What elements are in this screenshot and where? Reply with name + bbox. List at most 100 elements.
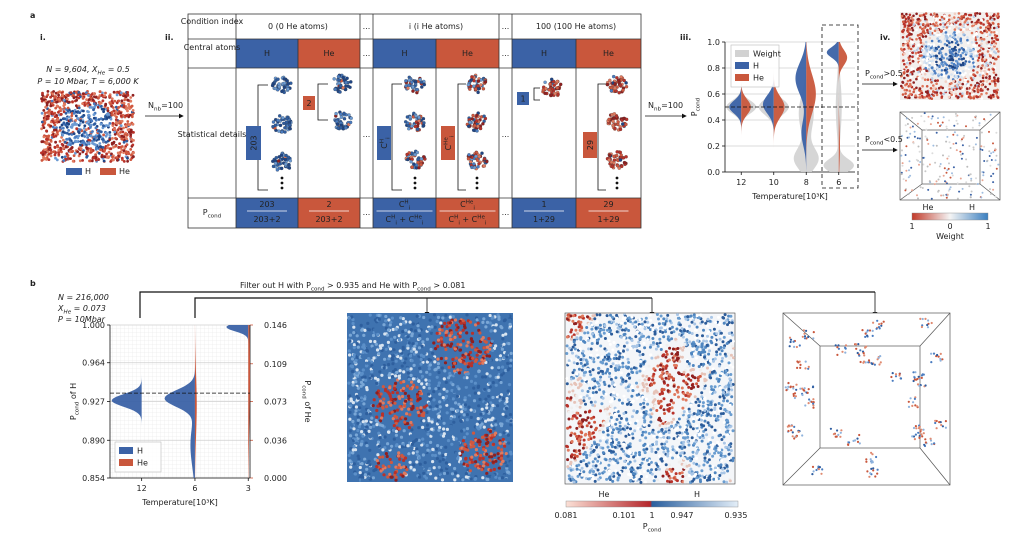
particle bbox=[465, 432, 469, 436]
particle bbox=[363, 328, 367, 332]
legend-label: He bbox=[137, 459, 148, 468]
particle bbox=[575, 454, 579, 458]
particle bbox=[508, 413, 513, 417]
particle bbox=[651, 400, 655, 404]
particle bbox=[384, 342, 388, 346]
particle bbox=[481, 476, 485, 480]
particle bbox=[428, 467, 432, 471]
text-part: =100 bbox=[661, 101, 683, 110]
particle bbox=[376, 333, 380, 337]
particle bbox=[478, 442, 482, 447]
particle bbox=[433, 360, 437, 364]
particle bbox=[359, 380, 364, 384]
particle bbox=[647, 326, 650, 329]
particle bbox=[405, 412, 409, 416]
particle bbox=[97, 151, 101, 155]
particle bbox=[668, 476, 672, 480]
particle bbox=[469, 445, 473, 449]
particle bbox=[694, 440, 698, 444]
text-part: P = 10Mbar bbox=[58, 315, 106, 324]
particle bbox=[468, 469, 472, 473]
ellipsis-dot bbox=[280, 181, 284, 185]
particle bbox=[431, 460, 435, 464]
particle bbox=[397, 463, 401, 467]
particle bbox=[653, 390, 657, 394]
particle bbox=[605, 477, 609, 481]
particle bbox=[418, 462, 422, 466]
particle bbox=[473, 391, 477, 395]
particle bbox=[380, 416, 384, 420]
particle bbox=[366, 327, 370, 331]
particle bbox=[709, 385, 713, 389]
particle bbox=[443, 321, 447, 325]
particle bbox=[93, 135, 97, 139]
particle bbox=[393, 471, 397, 475]
particle bbox=[412, 363, 416, 367]
cluster-atom bbox=[482, 114, 486, 118]
particle bbox=[452, 415, 456, 419]
particle bbox=[576, 474, 580, 478]
particle bbox=[120, 99, 124, 103]
particle bbox=[444, 445, 448, 449]
count-box bbox=[377, 126, 391, 160]
particle bbox=[675, 327, 679, 331]
particle bbox=[607, 384, 611, 388]
particle bbox=[352, 427, 356, 431]
particle bbox=[450, 331, 454, 335]
particle bbox=[645, 475, 649, 478]
particle bbox=[463, 442, 467, 446]
particle bbox=[417, 329, 421, 333]
particle bbox=[476, 440, 480, 444]
particle bbox=[676, 316, 680, 320]
fraction-numerator: 203 bbox=[259, 200, 274, 209]
cluster-atom bbox=[622, 78, 626, 83]
particle bbox=[371, 333, 376, 338]
particle bbox=[82, 126, 86, 130]
particle bbox=[422, 471, 426, 475]
particle bbox=[384, 347, 388, 351]
particle bbox=[81, 150, 85, 154]
particle bbox=[589, 400, 593, 404]
params: N = 9,604, XHe = 0.5 bbox=[46, 65, 129, 77]
particle bbox=[72, 132, 76, 136]
cluster-atom bbox=[618, 127, 623, 132]
particle bbox=[394, 381, 398, 385]
cluster-atom bbox=[472, 165, 477, 170]
ellipsis: ... bbox=[363, 22, 371, 31]
particle bbox=[398, 349, 402, 353]
particle bbox=[378, 436, 382, 440]
particle bbox=[352, 462, 356, 466]
particle bbox=[386, 340, 390, 344]
particle bbox=[358, 465, 362, 470]
particle bbox=[51, 112, 55, 116]
particle bbox=[608, 326, 611, 330]
particle bbox=[658, 423, 662, 427]
particle bbox=[695, 382, 699, 386]
connector bbox=[194, 297, 652, 318]
particle bbox=[489, 452, 493, 456]
particle bbox=[446, 464, 450, 469]
particle bbox=[677, 395, 680, 399]
particle bbox=[105, 116, 109, 120]
particle bbox=[722, 399, 726, 403]
particle bbox=[656, 478, 659, 482]
particle bbox=[471, 356, 475, 360]
particle bbox=[623, 321, 627, 325]
particle bbox=[462, 423, 466, 427]
particle bbox=[651, 406, 655, 410]
particle bbox=[607, 375, 611, 379]
particle bbox=[627, 472, 631, 476]
particle bbox=[430, 427, 434, 431]
count-box bbox=[517, 92, 529, 105]
particle bbox=[363, 397, 367, 401]
particle bbox=[403, 404, 407, 408]
text-part: cond bbox=[311, 287, 325, 293]
particle bbox=[427, 386, 431, 390]
fraction-denominator: 1+29 bbox=[598, 215, 620, 224]
particle bbox=[100, 104, 103, 108]
fraction-denominator: 203+2 bbox=[253, 215, 280, 224]
particle bbox=[356, 415, 360, 419]
particle bbox=[662, 335, 666, 339]
particle bbox=[105, 131, 108, 135]
particle bbox=[427, 379, 431, 383]
